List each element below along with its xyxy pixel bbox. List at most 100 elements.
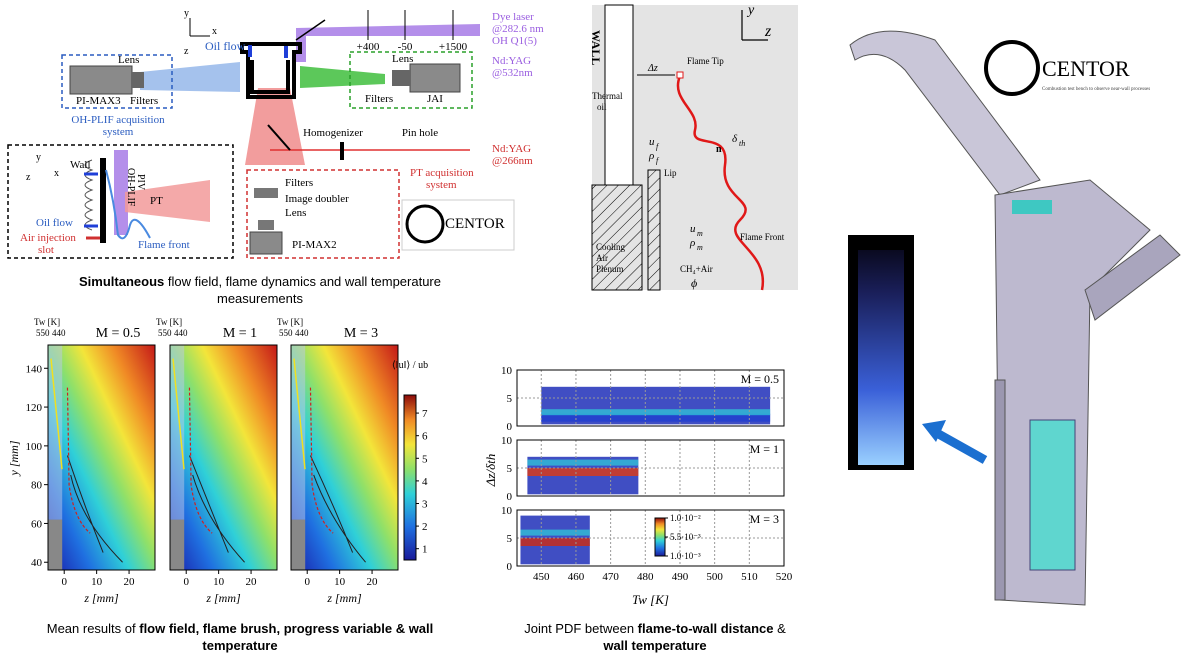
label: Plenum bbox=[596, 264, 624, 274]
label: oil bbox=[597, 102, 607, 112]
label: Nd:YAG bbox=[492, 143, 531, 155]
setup-caption: Simultaneous flow field, flame dynamics … bbox=[40, 273, 480, 307]
plif-beam bbox=[140, 62, 240, 92]
tw-tick-label: 440 bbox=[295, 328, 309, 338]
label: Oil flow bbox=[36, 217, 73, 229]
tw-tick-label: 550 bbox=[279, 328, 293, 338]
pimax3-lens bbox=[132, 72, 144, 88]
tw-tick-label: 550 bbox=[36, 328, 50, 338]
panel-title: M = 0.5 bbox=[741, 372, 779, 386]
rig-rail bbox=[995, 380, 1005, 600]
jai-lens bbox=[392, 70, 410, 86]
caption-text: Mean results of bbox=[47, 621, 140, 636]
label: Homogenizer bbox=[303, 127, 363, 139]
x-tick-label: 20 bbox=[367, 576, 379, 588]
label: Wall bbox=[70, 159, 91, 171]
y-tick-label: 60 bbox=[31, 518, 43, 530]
label: Thermal bbox=[592, 91, 623, 101]
label: @532nm bbox=[492, 67, 533, 79]
label: z bbox=[184, 46, 189, 57]
x-tick-label: 460 bbox=[568, 571, 585, 583]
flame-tip-marker bbox=[677, 72, 683, 78]
label: slot bbox=[38, 244, 54, 256]
wall-region bbox=[170, 520, 184, 570]
label: +1500 bbox=[439, 41, 468, 53]
x-axis-label: z [mm] bbox=[326, 591, 362, 605]
label: PI-MAX3 bbox=[76, 95, 121, 107]
panel-title: M = 1 bbox=[750, 442, 779, 456]
page-body: {"setup":{ "axes":{"y":"y","x":"x","z":"… bbox=[0, 0, 1192, 655]
panel-title: M = 0.5 bbox=[96, 326, 141, 341]
x-tick-label: 500 bbox=[706, 571, 723, 583]
x-axis-label: z [mm] bbox=[83, 591, 119, 605]
caption-text: Joint PDF between bbox=[524, 621, 637, 636]
label: CH₄+Air bbox=[680, 264, 713, 274]
label: Flame front bbox=[138, 239, 190, 251]
label: ϕ bbox=[691, 276, 697, 290]
caption-bold: flow field, flame brush, progress variab… bbox=[139, 621, 433, 653]
y-axis-label: y [mm] bbox=[7, 440, 21, 476]
label: Lip bbox=[664, 168, 677, 178]
label: u bbox=[649, 136, 655, 148]
pimax2-lens bbox=[258, 220, 274, 230]
label: Filters bbox=[285, 177, 313, 189]
label: th bbox=[739, 139, 745, 148]
y-tick-label: 0 bbox=[507, 561, 513, 573]
caption-bold: flame-to-wall distance bbox=[638, 621, 774, 636]
y-tick-label: 10 bbox=[501, 505, 513, 517]
tw-label: Tw [K] bbox=[156, 317, 182, 327]
label: Dye laser bbox=[492, 11, 534, 23]
y-tick-label: 0 bbox=[507, 491, 513, 503]
wall-overlay bbox=[170, 345, 184, 520]
logo-text: CENTOR bbox=[1042, 56, 1130, 81]
label: Image doubler bbox=[285, 193, 349, 205]
label: Flame Tip bbox=[687, 56, 724, 66]
caption-text: flow field, flame dynamics and wall temp… bbox=[164, 274, 441, 306]
x-tick-label: 520 bbox=[776, 571, 793, 583]
oil-arrows bbox=[250, 45, 286, 58]
label: δ bbox=[732, 133, 738, 145]
label: z bbox=[764, 23, 772, 40]
y-tick-label: 40 bbox=[31, 557, 43, 569]
colorbar bbox=[655, 518, 665, 556]
flame-photo-glow bbox=[858, 250, 904, 465]
label: y bbox=[746, 3, 755, 18]
y-tick-label: 100 bbox=[26, 441, 43, 453]
tw-tick-label: 550 bbox=[158, 328, 172, 338]
x-tick-label: 0 bbox=[304, 576, 310, 588]
colorbar-tick-label: 6 bbox=[422, 431, 428, 443]
y-tick-label: 120 bbox=[26, 402, 43, 414]
label: m bbox=[697, 229, 703, 238]
colorbar-tick-label: 2 bbox=[422, 521, 428, 533]
pimax2-filter bbox=[254, 188, 278, 198]
x-tick-label: 510 bbox=[741, 571, 758, 583]
label: @282.6 nm bbox=[492, 23, 544, 35]
x-tick-label: 490 bbox=[672, 571, 689, 583]
green-beam bbox=[300, 66, 385, 88]
colorbar-tick-label: 3 bbox=[422, 498, 428, 510]
x-tick-label: 0 bbox=[183, 576, 189, 588]
label: -50 bbox=[398, 41, 413, 53]
label: z bbox=[26, 172, 31, 183]
tw-label: Tw [K] bbox=[277, 317, 303, 327]
label: x bbox=[54, 168, 59, 179]
label: Lens bbox=[285, 207, 306, 219]
panel-title: M = 3 bbox=[750, 512, 779, 526]
panel-title: M = 1 bbox=[223, 326, 257, 341]
y-tick-label: 10 bbox=[501, 435, 513, 447]
pimax3-camera bbox=[70, 66, 132, 94]
colorbar-tick-label: 1 bbox=[422, 544, 428, 556]
logo-subtitle: Combustion test bench to observe near-wa… bbox=[1042, 87, 1150, 92]
wall-region bbox=[291, 520, 305, 570]
lip bbox=[648, 170, 660, 290]
x-tick-label: 10 bbox=[334, 576, 346, 588]
x-tick-label: 20 bbox=[124, 576, 136, 588]
mean-caption: Mean results of flow field, flame brush,… bbox=[40, 620, 440, 654]
rig-window bbox=[1012, 200, 1052, 214]
label: WALL bbox=[589, 30, 603, 65]
label: system bbox=[426, 179, 457, 191]
label: PT bbox=[150, 195, 163, 207]
label: ρ bbox=[689, 237, 695, 249]
y-tick-label: 0 bbox=[507, 421, 513, 433]
tw-label: Tw [K] bbox=[34, 317, 60, 327]
